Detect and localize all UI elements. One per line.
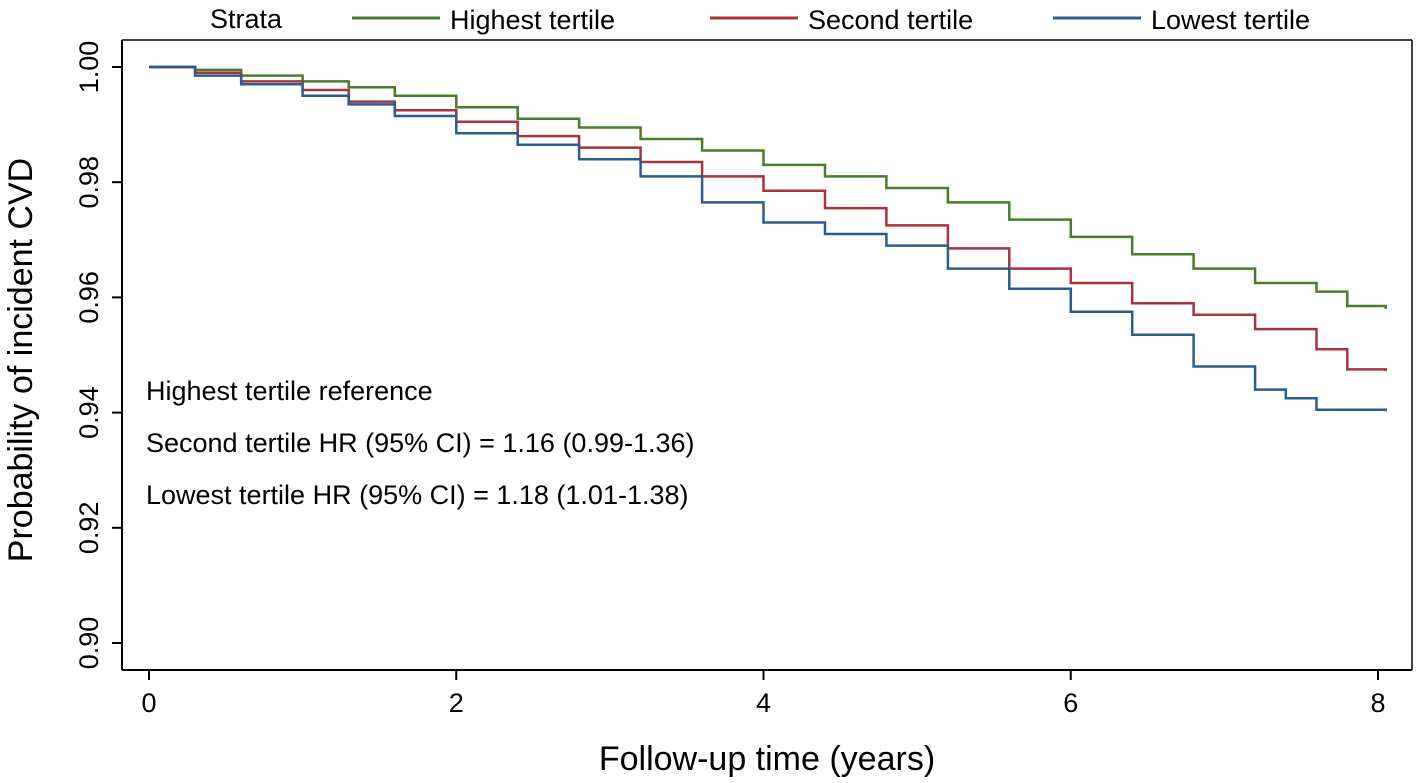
x-axis: 0 2 4 6 8 [141, 670, 1386, 718]
series-line-lowest-tertile [149, 65, 1387, 412]
x-tick-label: 8 [1370, 688, 1385, 718]
series-line-second-tertile [149, 65, 1387, 372]
legend-title: Strata [210, 4, 283, 34]
plot-frame [121, 39, 1413, 671]
series-line-highest-tertile [149, 65, 1387, 309]
y-tick-label: 1.00 [74, 41, 104, 94]
x-tick-label: 2 [449, 688, 464, 718]
series-layer [149, 65, 1387, 412]
hazard-ratio-annotations: Highest tertile reference Second tertile… [146, 376, 695, 510]
y-tick-label: 0.94 [74, 386, 104, 439]
legend-label-second-tertile: Second tertile [808, 5, 973, 35]
x-axis-title: Follow-up time (years) [599, 740, 935, 778]
x-tick-label: 4 [756, 688, 771, 718]
y-tick-label: 0.90 [74, 617, 104, 670]
legend-label-lowest-tertile: Lowest tertile [1151, 5, 1310, 35]
x-tick-label: 0 [141, 688, 156, 718]
annotation-lowest-tertile-hr: Lowest tertile HR (95% CI) = 1.18 (1.01-… [146, 480, 689, 510]
y-axis: 0.90 0.92 0.94 0.96 0.98 1.00 [74, 41, 122, 670]
legend-label-highest-tertile: Highest tertile [450, 5, 615, 35]
legend: Strata Highest tertile Second tertile Lowe… [210, 4, 1310, 35]
y-axis-title: Probability of incident CVD [2, 158, 40, 562]
annotation-reference: Highest tertile reference [146, 376, 433, 406]
y-tick-label: 0.92 [74, 502, 104, 555]
annotation-second-tertile-hr: Second tertile HR (95% CI) = 1.16 (0.99-… [146, 428, 695, 458]
x-tick-label: 6 [1063, 688, 1078, 718]
y-tick-label: 0.96 [74, 271, 104, 324]
y-tick-label: 0.98 [74, 156, 104, 209]
